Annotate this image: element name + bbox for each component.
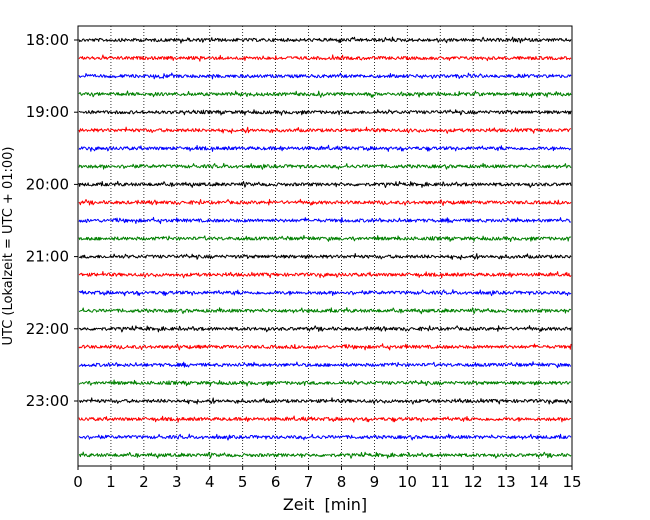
trace-row-2145 (78, 307, 572, 315)
y-tick-label: 20:00 (26, 175, 69, 193)
trace-row-2115 (78, 271, 572, 279)
y-tick-label: 23:00 (26, 392, 69, 410)
x-tick-label: 13 (497, 473, 516, 491)
x-axis-title: Zeit [min] (283, 495, 367, 514)
x-tick-label: 0 (73, 473, 83, 491)
trace-row-2030 (78, 216, 572, 225)
trace-row-2315 (78, 415, 572, 423)
trace-row-2245 (78, 379, 572, 387)
trace-rows (78, 36, 572, 459)
x-tick-label: 14 (530, 473, 549, 491)
x-tick-label: 2 (139, 473, 149, 491)
x-tick-label: 1 (106, 473, 116, 491)
y-axis-title: UTC (Lokalzeit = UTC + 01:00) (1, 147, 16, 346)
trace-row-2000 (78, 180, 572, 189)
trace-row-1800 (78, 36, 572, 44)
trace-row-2330 (78, 433, 572, 441)
trace-row-2015 (78, 198, 572, 206)
y-axis-ticks: 18:00 19:00 20:00 21:00 22:00 23:00 (26, 31, 78, 410)
y-tick-label: 19:00 (26, 103, 69, 121)
trace-row-1900 (78, 109, 572, 116)
y-tick-label: 21:00 (26, 248, 69, 266)
trace-row-1830 (78, 72, 572, 80)
trace-row-1845 (78, 90, 572, 98)
trace-row-2215 (78, 343, 572, 351)
grid-lines (110, 26, 540, 466)
x-tick-label: 15 (562, 473, 581, 491)
y-tick-label: 18:00 (26, 31, 69, 49)
trace-row-2200 (78, 325, 572, 333)
x-tick-label: 3 (172, 473, 182, 491)
x-tick-label: 12 (464, 473, 483, 491)
x-tick-label: 8 (337, 473, 347, 491)
trace-row-1815 (78, 54, 572, 62)
x-tick-label: 7 (304, 473, 314, 491)
trace-row-1930 (78, 144, 572, 152)
y-tick-label: 22:00 (26, 320, 69, 338)
x-tick-label: 9 (370, 473, 380, 491)
x-tick-label: 6 (271, 473, 281, 491)
trace-row-2130 (78, 289, 572, 297)
trace-row-1915 (78, 126, 572, 134)
x-axis-ticks: 0 1 2 3 4 5 6 7 8 9 10 11 12 13 14 15 (73, 466, 582, 491)
x-tick-label: 5 (238, 473, 248, 491)
plot-area (77, 25, 573, 467)
trace-row-2345 (78, 451, 572, 459)
trace-row-1945 (78, 162, 572, 170)
trace-row-2230 (78, 361, 572, 369)
x-tick-label: 10 (398, 473, 417, 491)
x-tick-label: 4 (205, 473, 215, 491)
trace-row-2045 (78, 234, 572, 243)
x-tick-label: 11 (431, 473, 450, 491)
trace-row-2100 (78, 253, 572, 261)
trace-row-2300 (78, 397, 572, 405)
